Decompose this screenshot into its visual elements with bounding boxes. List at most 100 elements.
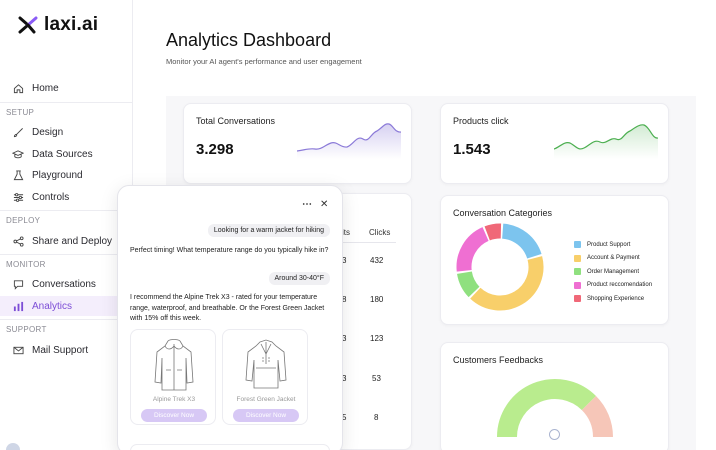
divider — [0, 210, 133, 211]
flask-icon — [12, 169, 24, 181]
product-name: Alpine Trek X3 — [152, 396, 196, 403]
sidebar-item-playground[interactable]: Playground — [0, 165, 133, 185]
legend-item: Product reccomendation — [574, 279, 652, 293]
gauge-center-icon — [549, 429, 560, 440]
jacket-image — [245, 339, 287, 389]
sidebar-item-home[interactable]: Home — [0, 78, 133, 98]
section-label-setup: SETUP — [6, 108, 35, 117]
sidebar-item-data-sources[interactable]: Data Sources — [0, 144, 133, 164]
share-icon — [12, 235, 24, 247]
legend-item: Account & Payment — [574, 252, 652, 266]
table-cell: 180 — [370, 295, 384, 304]
legend-label: Product reccomendation — [587, 282, 653, 289]
table-header-clicks: Clicks — [369, 228, 391, 237]
section-label-deploy: DEPLOY — [6, 216, 41, 225]
card-value: 3.298 — [196, 141, 234, 158]
logo[interactable]: laxi.ai — [18, 14, 98, 36]
product-card[interactable]: Alpine Trek X3 Discover Now — [130, 329, 216, 425]
discover-now-button[interactable]: Discover Now — [233, 409, 299, 422]
table-cell: 8 — [342, 295, 347, 304]
table-cell: 53 — [372, 374, 381, 383]
page-subtitle: Monitor your AI agent's performance and … — [166, 57, 362, 66]
user-message: Around 30-40°F — [268, 272, 330, 285]
graduation-cap-icon — [12, 148, 24, 160]
legend-label: Product Support — [587, 241, 631, 248]
divider — [0, 254, 133, 255]
donut-slice-account-payment[interactable] — [470, 256, 544, 311]
table-cell: 3 — [342, 256, 347, 265]
close-icon[interactable]: ✕ — [320, 199, 329, 210]
sidebar-item-label: Share and Deploy — [32, 235, 113, 247]
donut-slice-order-management[interactable] — [457, 271, 480, 298]
discover-now-button[interactable]: Discover Now — [141, 409, 207, 422]
table-cell: 5 — [342, 413, 347, 422]
gauge-segment-negative[interactable] — [581, 395, 613, 438]
divider — [334, 242, 396, 243]
products-click-card: Products click 1.543 — [440, 103, 669, 184]
table-cell: 8 — [374, 413, 379, 422]
conversations-sparkline — [297, 123, 401, 159]
legend-label: Shopping Experience — [587, 295, 645, 302]
page-title: Analytics Dashboard — [166, 30, 332, 50]
divider — [0, 102, 133, 103]
bot-message: I recommend the Alpine Trek X3 - rated f… — [130, 294, 325, 322]
legend-item: Order Management — [574, 265, 652, 279]
table-cell: 432 — [370, 256, 384, 265]
sidebar-item-label: Conversations — [32, 278, 96, 290]
sidebar-item-conversations[interactable]: Conversations — [0, 274, 133, 294]
brush-icon — [12, 126, 24, 138]
sidebar-item-label: Playground — [32, 169, 83, 181]
chat-icon — [12, 278, 24, 290]
avatar[interactable] — [6, 443, 20, 450]
legend-label: Account & Payment — [587, 255, 640, 262]
bar-chart-icon — [12, 300, 24, 312]
table-header-impressions: its — [342, 228, 350, 237]
gauge-segment-positive[interactable] — [497, 379, 597, 438]
sidebar-item-label: Design — [32, 126, 64, 138]
donut-slice-product-reccomendation[interactable] — [456, 227, 489, 272]
donut-slice-shopping-experience[interactable] — [484, 223, 502, 241]
sidebar-item-label: Controls — [32, 191, 70, 203]
divider — [0, 319, 133, 320]
sidebar-item-design[interactable]: Design — [0, 122, 133, 142]
sidebar-item-controls[interactable]: Controls — [0, 187, 133, 207]
sidebar-item-label: Analytics — [32, 300, 73, 312]
bot-message: Perfect timing! What temperature range d… — [130, 247, 329, 254]
mail-icon — [12, 344, 24, 356]
card-value: 1.543 — [453, 141, 491, 158]
product-name: Forest Green Jacket — [236, 396, 296, 403]
home-icon — [12, 82, 24, 94]
sidebar-item-analytics[interactable]: Analytics — [0, 296, 133, 316]
legend-label: Order Management — [587, 268, 640, 275]
card-title: Total Conversations — [196, 116, 276, 126]
chat-input[interactable] — [130, 444, 330, 450]
products-sparkline — [554, 124, 658, 159]
table-cell: 123 — [370, 334, 384, 343]
legend-swatch — [574, 268, 581, 276]
legend-swatch — [574, 295, 581, 303]
more-icon[interactable]: ⋯ — [302, 199, 312, 210]
sidebar-item-label: Mail Support — [32, 344, 89, 356]
table-cell: 3 — [342, 374, 347, 383]
donut-slice-product-support[interactable] — [501, 223, 542, 259]
section-label-monitor: MONITOR — [6, 260, 46, 269]
chat-widget: ⋯ ✕ Looking for a warm jacket for hiking… — [117, 185, 343, 450]
sidebar-item-label: Data Sources — [32, 148, 93, 160]
jacket-image — [154, 339, 194, 391]
section-label-support: SUPPORT — [6, 325, 47, 334]
sidebar: laxi.ai Home SETUP Design Data Sources — [0, 0, 133, 450]
legend-item: Product Support — [574, 238, 652, 252]
feedback-gauge-chart — [497, 379, 613, 438]
legend-swatch — [574, 241, 581, 249]
sidebar-item-mail-support[interactable]: Mail Support — [0, 340, 133, 360]
sidebar-item-share-and-deploy[interactable]: Share and Deploy — [0, 231, 133, 251]
legend-swatch — [574, 254, 581, 262]
user-message: Looking for a warm jacket for hiking — [207, 224, 330, 237]
sliders-icon — [12, 191, 24, 203]
card-title: Conversation Categories — [453, 208, 553, 218]
legend-item: Shopping Experience — [574, 292, 652, 306]
card-title: Customers Feedbacks — [453, 355, 544, 365]
product-card[interactable]: Forest Green Jacket Discover Now — [222, 329, 308, 425]
table-cell: 3 — [342, 334, 347, 343]
